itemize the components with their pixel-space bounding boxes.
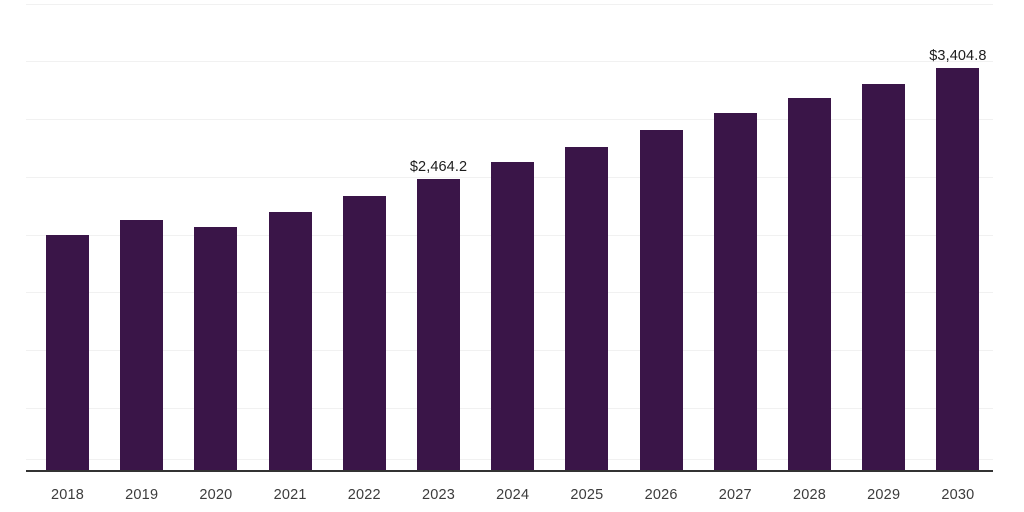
- bar-value-label-2023: $2,464.2: [409, 159, 468, 176]
- x-tick-label-2020: 2020: [199, 487, 233, 503]
- x-tick-label-2029: 2029: [867, 487, 901, 503]
- x-tick-label-2024: 2024: [496, 487, 530, 503]
- gridline: [26, 61, 993, 62]
- x-tick-label-2018: 2018: [50, 487, 85, 503]
- bar-2026[interactable]: [639, 130, 683, 470]
- x-tick-label-2023: 2023: [421, 487, 456, 503]
- x-axis-labels: 2018 2019 2020 2021 2022 2023 2024 2025 2026 2027…: [0, 480, 1024, 512]
- bar-2022[interactable]: [342, 196, 386, 470]
- bar-2021[interactable]: [268, 212, 312, 470]
- bar-2030[interactable]: [936, 68, 980, 470]
- bar-2027[interactable]: [713, 113, 757, 470]
- bar-2029[interactable]: [862, 84, 906, 470]
- bar-2023[interactable]: [417, 179, 460, 470]
- x-tick-label-2026: 2026: [644, 487, 678, 503]
- gridline: [26, 119, 993, 120]
- bar-value-label-2030: $3,404.8: [929, 48, 987, 65]
- x-tick-label-2019: 2019: [125, 487, 159, 503]
- x-tick-label-2030: 2030: [941, 487, 975, 503]
- bar-2025[interactable]: [565, 147, 609, 470]
- x-tick-label-2022: 2022: [347, 487, 381, 503]
- bars-layer: $2,464.2 $3,404.8: [46, 48, 987, 470]
- x-tick-label-2025: 2025: [570, 487, 604, 503]
- bar-2024[interactable]: [491, 162, 535, 470]
- x-tick-label-2028: 2028: [792, 487, 827, 503]
- gridline: [26, 4, 993, 5]
- x-tick-label-2027: 2027: [718, 487, 752, 503]
- bar-2018[interactable]: [46, 235, 89, 470]
- x-tick-label-2021: 2021: [273, 487, 307, 503]
- bar-2028[interactable]: [788, 98, 831, 470]
- bar-2020[interactable]: [194, 227, 238, 470]
- x-axis-line: [26, 470, 993, 472]
- bar-2019[interactable]: [120, 220, 164, 470]
